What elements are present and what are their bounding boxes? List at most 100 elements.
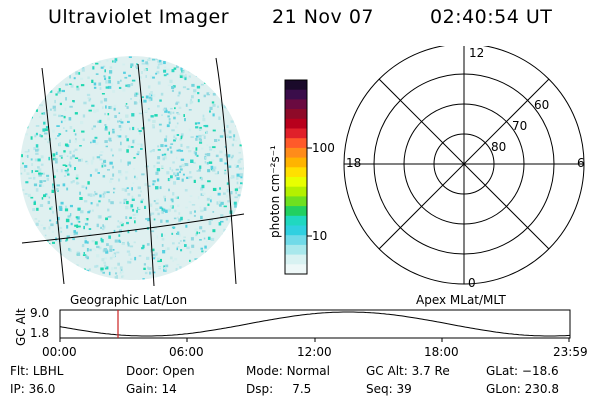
status-door-value: Open [162,364,195,378]
speckle [119,240,122,243]
speckle [236,181,239,185]
speckle [61,63,65,66]
speckle [140,143,143,147]
speckle [24,193,28,195]
speckle [127,193,131,196]
speckle [73,231,76,236]
speckle [30,136,33,140]
speckle [186,146,190,149]
speckle [157,105,160,108]
speckle [234,188,238,192]
speckle [239,144,243,147]
speckle [25,270,28,273]
speckle [188,75,191,78]
speckle [82,138,85,141]
speckle [24,65,27,69]
speckle [37,234,40,237]
speckle [156,168,161,172]
speckle [209,110,211,113]
speckle [118,178,121,182]
speckle [219,135,224,138]
speckle [192,269,195,273]
status-gc-alt-value: 3.7 Re [411,364,450,378]
speckle [113,266,117,270]
speckle [104,264,107,268]
speckle [103,65,106,68]
speckle [216,259,219,263]
speckle [127,120,130,123]
speckle [190,268,194,271]
speckle [213,71,217,74]
speckle [231,154,234,158]
speckle [153,257,156,260]
speckle [179,168,183,171]
speckle [234,204,237,208]
speckle [157,81,161,85]
speckle [237,207,241,210]
speckle [212,211,215,213]
speckle [168,276,171,279]
speckle [126,250,131,253]
speckle [43,112,46,115]
speckle [121,243,125,246]
speckle [192,62,195,65]
speckle [76,85,79,88]
status-seq: Seq: 39 [366,382,412,396]
speckle [156,66,160,69]
speckle [185,103,188,107]
auroral-disc [20,56,244,280]
speckle [145,61,148,65]
speckle [187,77,190,79]
speckle [187,219,190,222]
speckle [118,170,122,174]
speckle [176,134,180,136]
speckle [175,168,179,171]
speckle [171,226,176,229]
speckle [76,224,79,228]
speckle [218,139,220,142]
speckle [39,236,43,239]
speckle [204,81,208,84]
speckle [223,192,226,195]
speckle [108,199,111,203]
speckle [197,62,200,67]
speckle [34,78,36,81]
speckle [149,213,152,216]
speckle [88,99,91,102]
speckle [141,62,145,65]
speckle [24,235,28,239]
speckle [184,118,186,122]
speckle [33,56,36,61]
speckle [173,277,177,280]
speckle [127,163,129,166]
speckle [62,164,66,166]
speckle [60,75,62,78]
speckle [220,78,224,81]
speckle [28,219,32,223]
speckle [76,87,80,91]
speckle [219,59,223,63]
speckle [43,194,47,198]
speckle [94,192,98,196]
speckle [242,183,244,187]
speckle [212,146,216,149]
speckle [104,164,107,167]
speckle [226,182,230,185]
speckle [195,74,199,77]
speckle [120,159,122,163]
speckle [227,154,231,158]
speckle [130,63,134,67]
speckle [172,85,176,88]
speckle [129,216,132,219]
speckle [176,196,179,199]
speckle [158,266,162,269]
speckle [103,98,108,102]
speckle [224,273,228,276]
speckle [130,146,134,148]
speckle [39,246,41,250]
speckle [241,216,244,219]
speckle [192,147,195,149]
speckle [108,271,111,276]
latitude-line [21,213,245,244]
speckle [100,267,104,271]
